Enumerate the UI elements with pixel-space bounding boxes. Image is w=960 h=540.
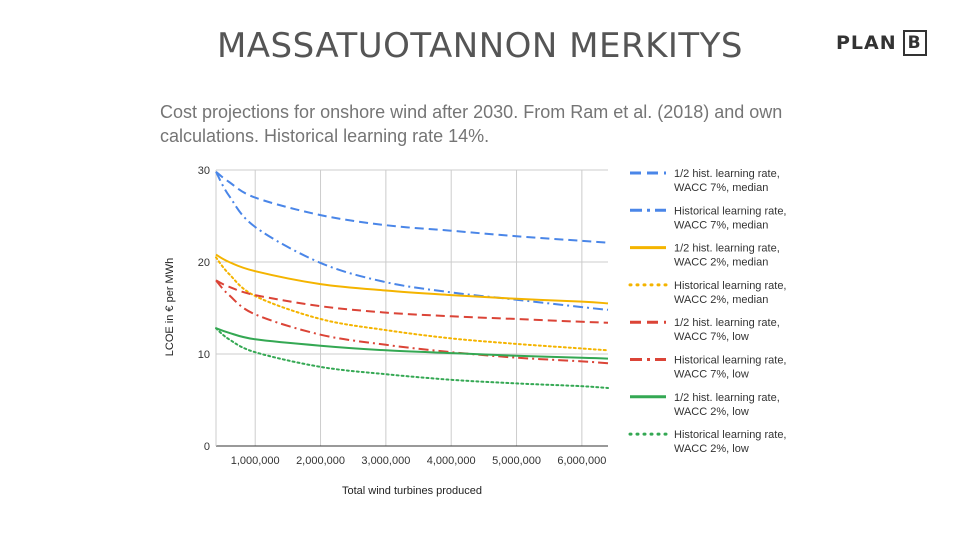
chart-legend: 1/2 hist. learning rate, WACC 7%, median H… [628, 168, 787, 455]
y-tick-label: 20 [198, 257, 210, 269]
series-line-1 [215, 171, 609, 244]
x-tick-label: 1,000,000 [231, 455, 280, 467]
legend-label-line1: Historical learning rate, [674, 429, 787, 441]
series-line-6 [215, 279, 609, 365]
y-tick-label: 10 [198, 349, 210, 361]
y-tick-label: 0 [204, 441, 210, 453]
slide-title: MASSATUOTANNON MERKITYS [216, 26, 744, 66]
y-tick-label: 30 [198, 165, 210, 177]
y-axis-title: LCOE in € per MWh [164, 258, 176, 356]
legend-label-line1: 1/2 hist. learning rate, [674, 317, 780, 329]
legend-label-line1: Historical learning rate, [674, 355, 787, 367]
chart-grid [216, 169, 608, 446]
series-line-2 [215, 171, 609, 311]
series-line-8 [215, 327, 609, 389]
legend-label-line2: WACC 7%, median [674, 182, 768, 194]
plan-b-logo: PLAN B [836, 30, 927, 56]
chart-ticks: 1,000,000 2,000,000 3,000,000 4,000,000 5,00… [198, 165, 607, 467]
chart-title: Cost projections for onshore wind after … [160, 102, 783, 146]
x-axis-title: Total wind turbines produced [342, 485, 482, 497]
legend-label-line2: WACC 7%, low [674, 331, 749, 343]
logo-word: PLAN [836, 32, 897, 54]
legend-label-line2: WACC 7%, low [674, 369, 749, 381]
legend-label-line1: Historical learning rate, [674, 280, 787, 292]
legend-label-line1: 1/2 hist. learning rate, [674, 392, 780, 404]
chart-axes [215, 170, 608, 447]
series-line-3 [215, 253, 609, 305]
x-tick-label: 4,000,000 [427, 455, 476, 467]
series-line-4 [215, 256, 609, 352]
series-line-5 [215, 279, 609, 324]
legend-label-line2: WACC 2%, median [674, 294, 768, 306]
legend-label-line2: WACC 2%, low [674, 406, 749, 418]
x-tick-label: 3,000,000 [361, 455, 410, 467]
legend-label-line2: WACC 7%, median [674, 219, 768, 231]
legend-label-line1: 1/2 hist. learning rate, [674, 243, 780, 255]
legend-label-line2: WACC 2%, median [674, 257, 768, 269]
x-tick-label: 5,000,000 [492, 455, 541, 467]
legend-label-line1: Historical learning rate, [674, 205, 787, 217]
series-line-7 [215, 327, 609, 360]
legend-label-line2: WACC 2%, low [674, 443, 749, 455]
legend-label-line1: 1/2 hist. learning rate, [674, 168, 780, 180]
chart-series [215, 171, 609, 389]
logo-letter-box: B [902, 30, 927, 56]
x-tick-label: 6,000,000 [557, 455, 606, 467]
x-tick-label: 2,000,000 [296, 455, 345, 467]
